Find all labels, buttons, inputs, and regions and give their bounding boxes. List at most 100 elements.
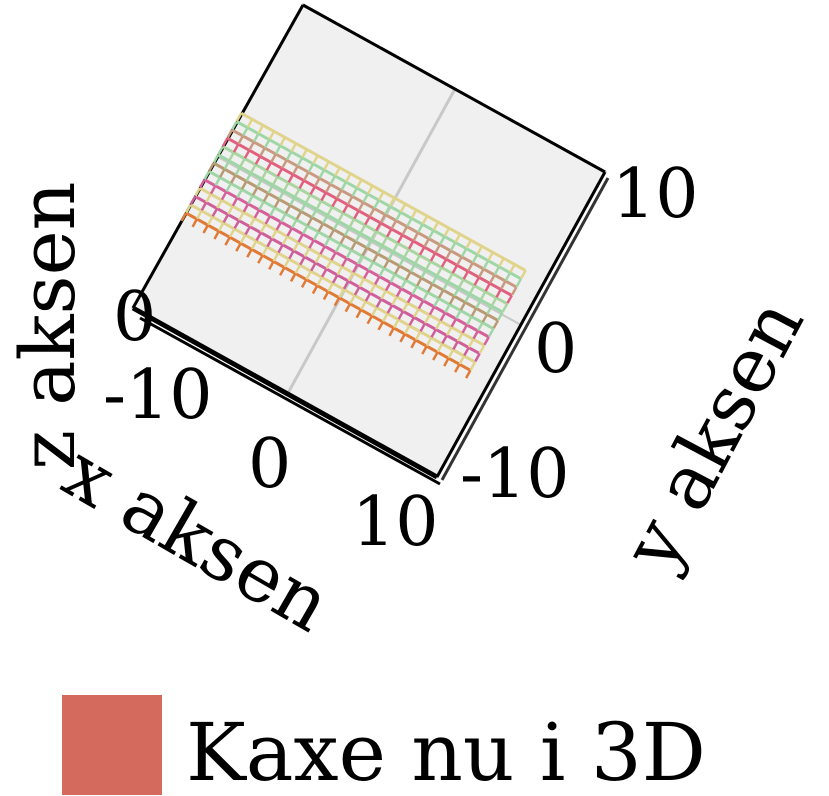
surface-grid-tick [469,361,477,371]
surface-grid-tick [240,180,248,190]
surface-grid-tick [477,322,484,332]
surface-grid-tick [361,247,368,257]
surface-grid-tick [203,170,211,180]
surface-grid-tick [327,282,334,292]
surface-grid-tick [447,272,454,283]
surface-grid-tick [424,314,431,324]
surface-grid-tick [414,331,422,341]
surface-grid-tick [209,185,217,195]
surface-grid-tick [314,254,322,264]
surface-grid-tick [452,340,459,350]
surface-grid-tick [329,175,337,185]
surface-grid-tick [288,250,295,260]
x-tick-label: -10 [103,356,213,435]
surface-grid-tick [228,151,235,161]
surface-grid-tick [294,264,302,274]
surface-grid-tick [231,197,239,207]
surface-grid-tick [221,137,229,147]
surface-grid-tick [248,141,255,151]
surface-grid-tick [500,280,507,290]
surface-grid-tick [260,223,267,233]
surface-grid-tick [458,355,466,365]
surface-grid-tick [449,241,457,251]
pane-edge-bottom-inner [139,316,441,486]
surface-grid-tick [239,157,246,168]
surface-grid-tick [231,120,238,131]
surface-grid-tick [504,272,512,282]
surface-grid-tick [489,274,496,284]
surface-grid-tick [363,269,370,280]
tick-labels: 0 -10 0 10 -10 0 10 [103,155,699,562]
surface-grid-tick [280,213,287,223]
surface-grid-tick [436,266,443,276]
surface-grid-tick [377,191,385,201]
surface-grid-tick [482,260,490,270]
surface-grid-tick [284,204,292,214]
surface-grid-tick [430,328,437,338]
surface-grid-tick [312,155,319,165]
x-tick-label: 0 [248,425,291,504]
surface-grid-tick [207,216,214,226]
surface-grid-tick [286,227,293,237]
surface-grid-tick [399,333,406,343]
surface-grid-tick [262,192,270,202]
surface-grid-tick [388,197,396,207]
surface-grid-tick [219,168,226,178]
surface-grid-tick [432,351,439,361]
surface-grid-tick [453,287,460,297]
surface-grid-tick [334,167,341,177]
surface-grid-tick [272,176,279,186]
surface-grid-tick [391,296,398,306]
surface-grid-tick [422,291,429,301]
surface-grid-tick [253,209,261,219]
surface-grid-tick [413,308,420,318]
surface-grid-tick [224,236,231,246]
surface-grid-tick [454,363,461,373]
surface-grid-tick [392,242,399,252]
surface-grid-tick [409,263,417,273]
surface-grid-tick [492,319,500,329]
surface-band-line [203,178,490,339]
surface-grid-tick [322,291,330,301]
pane-edge-right-outer [440,177,610,481]
surface-grid-tick [425,337,433,347]
surface-grid-tick [478,268,485,278]
surface-grid-tick [355,309,363,319]
surface-grid-tick [342,204,349,214]
surface-grid-tick [423,238,430,248]
surface-grid-tick [230,174,237,184]
surface-grid-tick [353,210,360,220]
surface-grid-tick [439,312,447,322]
surface-grid-tick [411,285,418,295]
surface-grid-tick [403,248,410,258]
surface-grid-tick [336,266,344,276]
surface-grid-tick [232,143,240,153]
surface-grid-tick [198,179,206,189]
surface-grid-tick [254,155,262,165]
surface-grid-tick [297,233,304,243]
surface-grid-tick [364,292,372,302]
surface-grid-tick [316,276,323,286]
surface-grid-tick [418,246,426,256]
surface-grid-tick [334,243,342,253]
surface-grid-tick [180,212,188,222]
surface-grid-tick [354,232,362,242]
surface-grid-tick [372,253,379,263]
surface-grid-tick [300,278,308,288]
surface-grid-tick [296,157,304,167]
surface-grid-tick [242,127,249,137]
surface-grid-tick [346,195,354,205]
surface-grid-tick [373,199,380,209]
surface-grid-tick [321,268,328,278]
surface-grid-tick [333,297,341,307]
surface-grid-tick [319,245,326,255]
surface-grid-tick [455,309,462,320]
surface-grid-tick [258,201,265,211]
surface-grid-tick [506,294,513,304]
surface-grid-tick [364,216,371,226]
surface-grid-tick [278,190,285,200]
surface-grid-tick [267,184,274,194]
surface-grid-tick [405,271,412,281]
surface-grid-tick [376,244,384,255]
surface-grid-tick [387,250,395,261]
